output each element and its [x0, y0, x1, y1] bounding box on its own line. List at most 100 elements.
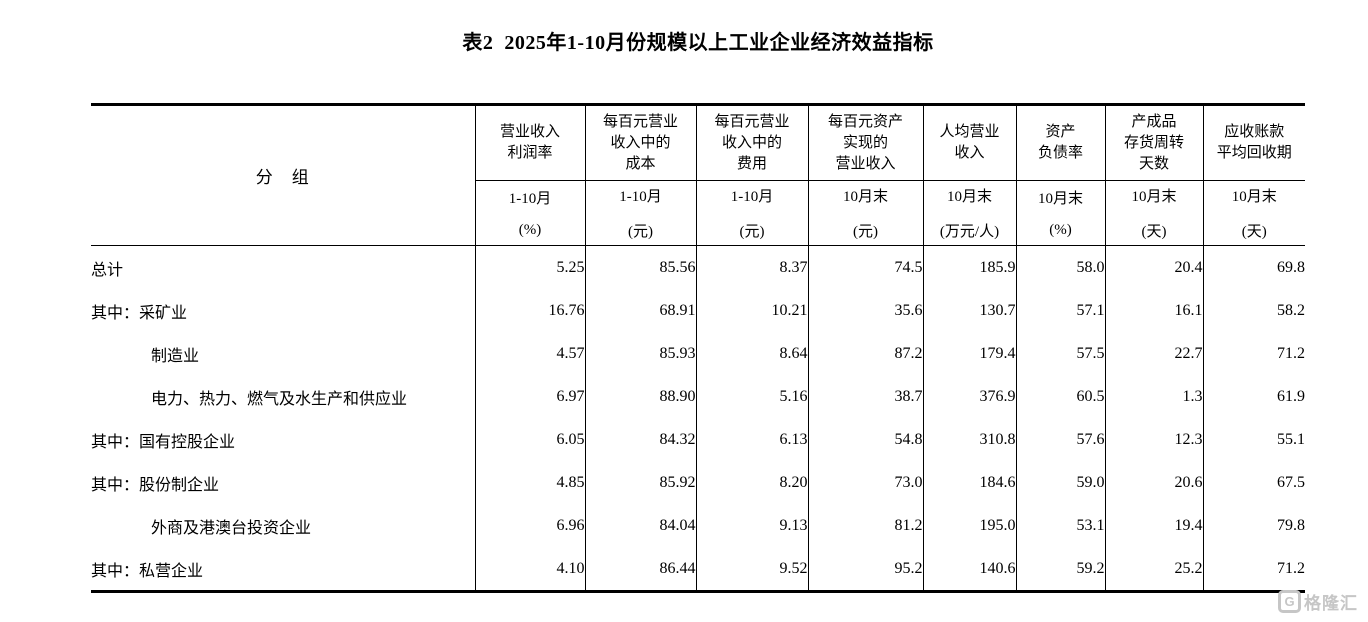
- table-cell: 69.8: [1202, 245, 1305, 289]
- period-label: 10月末: [946, 189, 992, 205]
- period-label: 10月末: [1131, 189, 1177, 205]
- table-cell: 8.37: [695, 245, 808, 289]
- unit-label: (天): [1241, 224, 1267, 240]
- table-row-mining: 其中：采矿业 16.76 68.91 10.21 35.6 130.7 57.1…: [91, 289, 1305, 332]
- period-cell: 1-10月 (元): [695, 180, 808, 246]
- period-cell: 10月末 (%): [1015, 180, 1105, 246]
- table-cell: 59.2: [1015, 547, 1105, 592]
- period-label: 10月末: [842, 189, 888, 205]
- table-cell: 8.20: [695, 461, 808, 504]
- column-header-cost-per-100: 每百元营业 收入中的 成本: [584, 104, 696, 181]
- row-label: 其中：股份制企业: [91, 476, 220, 494]
- gelonghui-logo-icon: G: [1278, 590, 1301, 613]
- row-label: 外商及港澳台投资企业: [151, 519, 312, 537]
- table-row-private: 其中：私营企业 4.10 86.44 9.52 95.2 140.6 59.2 …: [91, 547, 1305, 592]
- period-cell: 10月末 (天): [1202, 180, 1305, 246]
- table-cell: 84.04: [584, 504, 696, 547]
- column-header-receivables-period: 应收账款 平均回收期: [1202, 104, 1305, 181]
- column-header-revenue-per-capita: 人均营业 收入: [922, 104, 1016, 181]
- unit-label: (%): [1049, 222, 1072, 238]
- row-label: 总计: [91, 261, 124, 279]
- table-cell: 16.1: [1104, 289, 1203, 332]
- table-cell: 60.5: [1015, 375, 1105, 418]
- table-cell: 59.0: [1015, 461, 1105, 504]
- header-row-period: 1-10月 (%) 1-10月 (元) 1-10月 (元) 10月末 (元) 1…: [91, 180, 1305, 246]
- table-cell: 57.5: [1015, 332, 1105, 375]
- table-cell: 25.2: [1104, 547, 1203, 592]
- table-row-foreign-invested: 外商及港澳台投资企业 6.96 84.04 9.13 81.2 195.0 53…: [91, 504, 1305, 547]
- table-cell: 6.05: [474, 418, 585, 461]
- table-cell: 19.4: [1104, 504, 1203, 547]
- table-cell: 79.8: [1202, 504, 1305, 547]
- table-cell: 58.0: [1015, 245, 1105, 289]
- table-cell: 22.7: [1104, 332, 1203, 375]
- watermark-text: 格隆汇: [1304, 594, 1358, 613]
- table-cell: 376.9: [922, 375, 1016, 418]
- table-cell: 6.97: [474, 375, 585, 418]
- period-cell: 1-10月 (元): [584, 180, 696, 246]
- column-header-profit-margin: 营业收入 利润率: [474, 104, 585, 181]
- unit-label: (元): [853, 224, 878, 240]
- table-row-total: 总计 5.25 85.56 8.37 74.5 185.9 58.0 20.4 …: [91, 245, 1305, 289]
- column-header-inventory-turnover: 产成品 存货周转 天数: [1104, 104, 1203, 181]
- table-cell: 20.6: [1104, 461, 1203, 504]
- table-cell: 57.6: [1015, 418, 1105, 461]
- period-cell: 1-10月 (%): [474, 180, 585, 246]
- table-cell: 54.8: [807, 418, 923, 461]
- table-cell: 95.2: [807, 547, 923, 592]
- table-cell: 9.13: [695, 504, 808, 547]
- table-cell: 81.2: [807, 504, 923, 547]
- table-cell: 71.2: [1202, 547, 1305, 592]
- gelonghui-watermark: G 格隆汇: [1278, 589, 1358, 614]
- table-cell: 5.25: [474, 245, 585, 289]
- row-label: 电力、热力、燃气及水生产和供应业: [151, 390, 408, 408]
- row-label: 其中：采矿业: [91, 304, 188, 322]
- period-label: 10月末: [1037, 191, 1083, 207]
- column-header-debt-ratio: 资产 负债率: [1015, 104, 1105, 181]
- table-cell: 16.76: [474, 289, 585, 332]
- unit-label: (元): [739, 224, 765, 240]
- table-cell: 86.44: [584, 547, 696, 592]
- table-row-joint-stock: 其中：股份制企业 4.85 85.92 8.20 73.0 184.6 59.0…: [91, 461, 1305, 504]
- unit-label: (天): [1141, 224, 1167, 240]
- period-cell: 10月末 (万元/人): [922, 180, 1016, 246]
- table-cell: 68.91: [584, 289, 696, 332]
- table-cell: 185.9: [922, 245, 1016, 289]
- unit-label: (%): [518, 222, 542, 238]
- table-cell: 85.92: [584, 461, 696, 504]
- table-cell: 61.9: [1202, 375, 1305, 418]
- table-cell: 88.90: [584, 375, 696, 418]
- row-label: 其中：国有控股企业: [91, 433, 236, 451]
- table-cell: 38.7: [807, 375, 923, 418]
- table-row-manufacturing: 制造业 4.57 85.93 8.64 87.2 179.4 57.5 22.7…: [91, 332, 1305, 375]
- table-row-utilities: 电力、热力、燃气及水生产和供应业 6.97 88.90 5.16 38.7 37…: [91, 375, 1305, 418]
- page-title: 表2 2025年1-10月份规模以上工业企业经济效益指标: [462, 32, 934, 54]
- table-cell: 8.64: [695, 332, 808, 375]
- period-cell: 10月末 (天): [1104, 180, 1203, 246]
- table-cell: 1.3: [1104, 375, 1203, 418]
- table-cell: 4.10: [474, 547, 585, 592]
- table-cell: 57.1: [1015, 289, 1105, 332]
- table-cell: 85.93: [584, 332, 696, 375]
- table-cell: 73.0: [807, 461, 923, 504]
- table-cell: 130.7: [922, 289, 1016, 332]
- table-cell: 35.6: [807, 289, 923, 332]
- table-cell: 67.5: [1202, 461, 1305, 504]
- table-cell: 55.1: [1202, 418, 1305, 461]
- table-cell: 5.16: [695, 375, 808, 418]
- table-cell: 12.3: [1104, 418, 1203, 461]
- period-cell: 10月末 (元): [807, 180, 923, 246]
- header-row-metrics: 分 组 营业收入 利润率 每百元营业 收入中的 成本 每百元营业 收入中的 费用…: [91, 104, 1305, 246]
- table-row-state-holding: 其中：国有控股企业 6.05 84.32 6.13 54.8 310.8 57.…: [91, 418, 1305, 461]
- table-cell: 53.1: [1015, 504, 1105, 547]
- table-cell: 195.0: [922, 504, 1016, 547]
- table-cell: 310.8: [922, 418, 1016, 461]
- unit-label: (万元/人): [939, 224, 1000, 240]
- row-label: 制造业: [151, 347, 200, 365]
- period-label: 1-10月: [619, 189, 662, 205]
- table-cell: 179.4: [922, 332, 1016, 375]
- table-cell: 6.96: [474, 504, 585, 547]
- table-cell: 20.4: [1104, 245, 1203, 289]
- table-cell: 84.32: [584, 418, 696, 461]
